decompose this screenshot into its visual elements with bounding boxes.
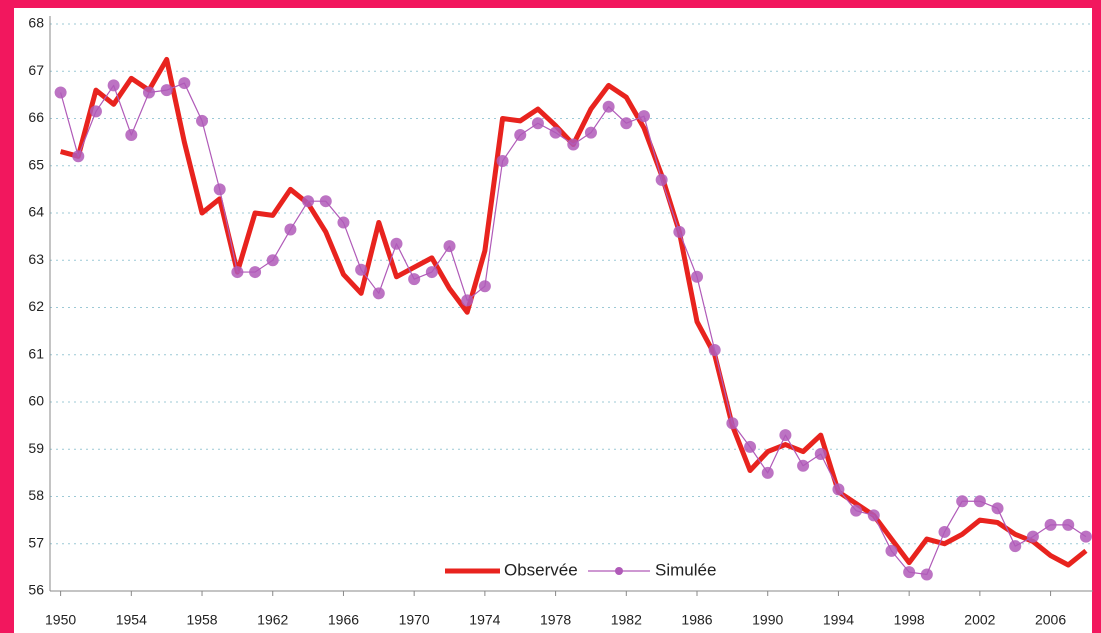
series-marker bbox=[620, 117, 633, 130]
series-marker bbox=[514, 129, 527, 142]
series-marker bbox=[284, 223, 297, 236]
plot-background bbox=[14, 8, 1092, 633]
x-tick-label: 1982 bbox=[611, 612, 642, 628]
series-marker bbox=[178, 77, 191, 90]
series-marker bbox=[1062, 518, 1075, 531]
x-tick-label: 1974 bbox=[469, 612, 500, 628]
y-tick-label: 61 bbox=[28, 345, 44, 361]
y-tick-label: 56 bbox=[28, 582, 44, 598]
series-marker bbox=[567, 138, 580, 151]
y-tick-label: 58 bbox=[28, 487, 44, 503]
series-marker bbox=[691, 270, 704, 283]
series-marker bbox=[956, 495, 969, 508]
series-marker bbox=[54, 86, 67, 99]
x-tick-label: 1966 bbox=[328, 612, 359, 628]
series-marker bbox=[355, 263, 368, 276]
series-marker bbox=[814, 447, 827, 460]
y-tick-label: 66 bbox=[28, 109, 44, 125]
series-marker bbox=[337, 216, 350, 229]
series-marker bbox=[231, 266, 244, 279]
series-marker bbox=[973, 495, 986, 508]
x-tick-label: 1958 bbox=[186, 612, 217, 628]
series-marker bbox=[708, 344, 721, 357]
x-tick-label: 2006 bbox=[1035, 612, 1066, 628]
series-marker bbox=[655, 173, 668, 186]
series-marker bbox=[390, 237, 403, 250]
series-marker bbox=[761, 466, 774, 479]
series-marker bbox=[832, 483, 845, 496]
legend-label: Observée bbox=[504, 560, 578, 579]
series-marker bbox=[478, 280, 491, 293]
series-marker bbox=[549, 126, 562, 139]
series-marker bbox=[461, 294, 474, 307]
series-marker bbox=[196, 114, 209, 127]
x-tick-label: 1990 bbox=[752, 612, 783, 628]
x-tick-label: 1986 bbox=[681, 612, 712, 628]
series-marker bbox=[1026, 530, 1039, 543]
y-tick-label: 64 bbox=[28, 204, 44, 220]
series-marker bbox=[850, 504, 863, 517]
y-tick-label: 68 bbox=[28, 15, 44, 31]
series-marker bbox=[319, 195, 332, 208]
series-marker bbox=[160, 84, 173, 97]
series-marker bbox=[903, 566, 916, 579]
series-marker bbox=[531, 117, 544, 130]
x-tick-label: 1962 bbox=[257, 612, 288, 628]
series-marker bbox=[1009, 540, 1022, 553]
series-marker bbox=[779, 429, 792, 442]
series-marker bbox=[89, 105, 102, 118]
x-tick-label: 1998 bbox=[894, 612, 925, 628]
series-marker bbox=[125, 129, 138, 142]
series-marker bbox=[72, 150, 85, 163]
series-marker bbox=[584, 126, 597, 139]
y-tick-label: 62 bbox=[28, 298, 44, 314]
series-marker bbox=[938, 525, 951, 538]
series-marker bbox=[302, 195, 315, 208]
series-marker bbox=[107, 79, 120, 92]
series-marker bbox=[213, 183, 226, 196]
series-marker bbox=[249, 266, 262, 279]
series-marker bbox=[1044, 518, 1057, 531]
series-marker bbox=[408, 273, 421, 286]
series-marker bbox=[673, 225, 686, 238]
series-marker bbox=[496, 155, 509, 168]
y-tick-label: 57 bbox=[28, 534, 44, 550]
x-tick-label: 1954 bbox=[116, 612, 147, 628]
y-tick-label: 60 bbox=[28, 393, 44, 409]
y-tick-label: 67 bbox=[28, 62, 44, 78]
series-marker bbox=[602, 100, 615, 113]
series-marker bbox=[797, 459, 810, 472]
x-tick-label: 1950 bbox=[45, 612, 76, 628]
series-marker bbox=[266, 254, 279, 267]
y-tick-label: 65 bbox=[28, 156, 44, 172]
x-tick-label: 1994 bbox=[823, 612, 854, 628]
series-marker bbox=[744, 440, 757, 453]
series-marker bbox=[372, 287, 385, 300]
series-marker bbox=[637, 110, 650, 123]
x-tick-label: 2002 bbox=[964, 612, 995, 628]
x-tick-label: 1970 bbox=[399, 612, 430, 628]
x-tick-label: 1978 bbox=[540, 612, 571, 628]
series-marker bbox=[142, 86, 155, 99]
series-marker bbox=[726, 417, 739, 430]
series-marker bbox=[920, 568, 933, 581]
y-tick-label: 59 bbox=[28, 440, 44, 456]
series-marker bbox=[991, 502, 1004, 515]
series-marker bbox=[867, 509, 880, 522]
series-marker bbox=[443, 240, 456, 253]
legend-label: Simulée bbox=[655, 560, 716, 579]
series-marker bbox=[885, 544, 898, 557]
y-tick-label: 63 bbox=[28, 251, 44, 267]
series-marker bbox=[425, 266, 438, 279]
series-marker bbox=[1079, 530, 1092, 543]
legend-marker bbox=[615, 567, 623, 575]
